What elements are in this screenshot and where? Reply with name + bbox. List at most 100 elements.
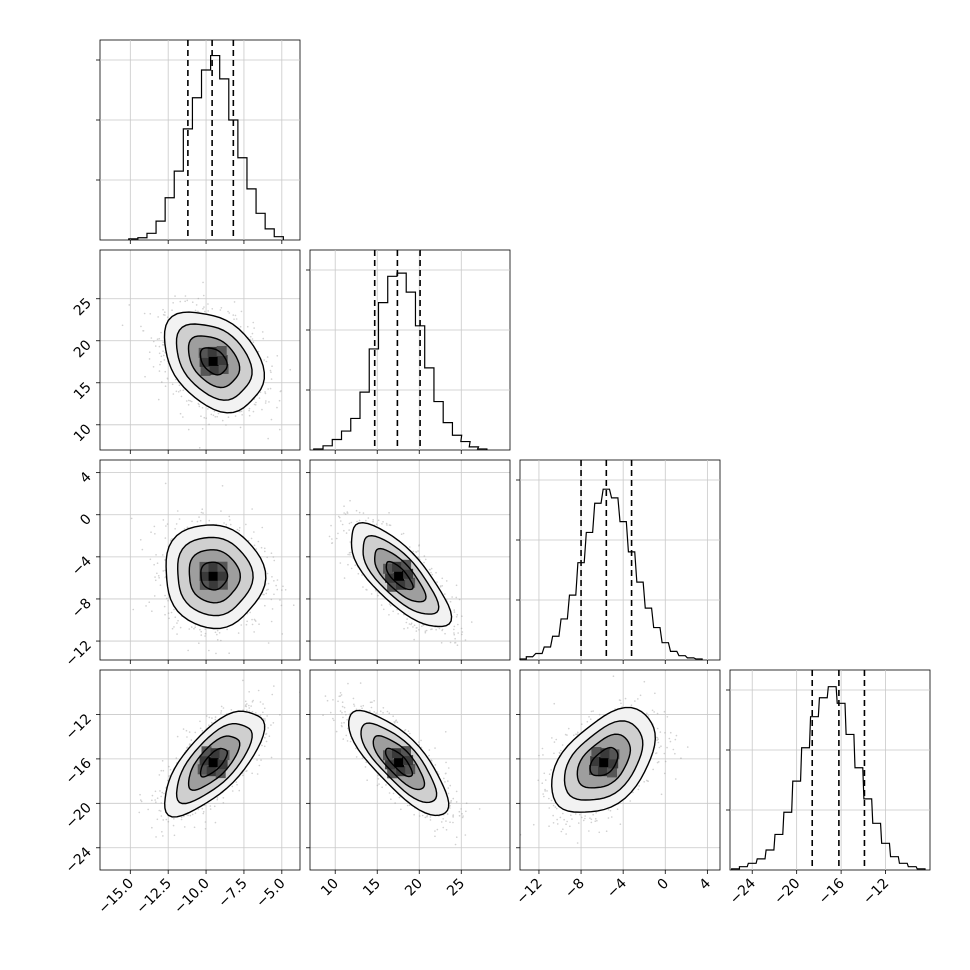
density-cell [208, 579, 219, 590]
density-cell [209, 364, 220, 375]
density-cell [199, 356, 210, 367]
density-cell [218, 364, 229, 374]
contour-line [187, 335, 241, 389]
density-cell [199, 561, 210, 572]
density-cell [394, 757, 405, 768]
contour-line [372, 734, 426, 791]
density-cell [609, 749, 620, 760]
x-tick-label: −24 [727, 875, 759, 907]
scatter-panel-4-1 [99, 669, 301, 871]
panel-frame [519, 669, 721, 871]
y-tick-label: −12 [63, 638, 95, 670]
histogram-step [731, 686, 926, 870]
contour-line [175, 323, 253, 401]
panel-frame [99, 39, 301, 241]
density-layer [138, 679, 300, 838]
contour-line [385, 560, 414, 591]
density-layer [130, 482, 295, 655]
density-cell [197, 764, 208, 775]
contour-line [576, 733, 632, 789]
x-tick-label: −7.5 [215, 876, 250, 911]
contour-line [384, 747, 414, 778]
x-tick-label: −5.0 [253, 876, 288, 911]
x-tick-label: −4 [604, 875, 630, 901]
histogram-step [519, 488, 703, 660]
contour-line [163, 710, 266, 818]
density-cell [216, 346, 227, 356]
panel-frame [519, 459, 721, 661]
panel-frame [99, 459, 301, 661]
x-tick-label: 10 [318, 876, 342, 900]
contour-line [187, 735, 241, 791]
density-cell [208, 757, 219, 768]
x-tick-label: −15.0 [95, 876, 137, 918]
density-cell [394, 570, 405, 581]
scatter-panel-4-2 [309, 669, 511, 871]
panel-frame [729, 669, 931, 871]
panel-frame [309, 459, 511, 661]
contour-line [589, 746, 619, 777]
density-cell [201, 746, 212, 757]
y-tick-label: 15 [71, 379, 95, 403]
density-cell [598, 766, 608, 777]
density-cell [403, 568, 414, 579]
contour-line [563, 720, 644, 801]
density-cell [607, 767, 617, 778]
density-cell [599, 757, 610, 768]
density-layer [121, 281, 292, 449]
contour-line [362, 534, 440, 615]
hist-panel-4 [726, 669, 931, 871]
density-cell [383, 750, 393, 761]
contour-line [200, 561, 229, 591]
x-tick-label: −20 [771, 876, 803, 908]
density-cell [383, 563, 394, 574]
density-cell [385, 572, 396, 583]
contour-line [199, 747, 228, 778]
hist-panel-3 [516, 459, 721, 661]
x-tick-label: −16 [816, 875, 848, 907]
density-cell [591, 747, 602, 757]
y-tick-label: 25 [71, 295, 95, 319]
density-cell [199, 570, 210, 581]
x-tick-label: −10.0 [171, 876, 213, 918]
panel-frame [309, 249, 511, 451]
contour-line [350, 521, 453, 628]
scatter-panel-4-3 [519, 669, 721, 871]
contour-line [165, 524, 267, 630]
y-tick-label: −24 [63, 844, 95, 876]
density-cell [387, 768, 398, 779]
x-tick-label: 25 [444, 876, 468, 900]
hist-panel-1 [96, 39, 301, 241]
density-cell [608, 758, 619, 769]
y-tick-label: −12 [63, 711, 95, 743]
histogram-step [128, 54, 284, 240]
contour-line [188, 549, 242, 604]
contour-line [360, 722, 438, 804]
density-cell [217, 570, 228, 581]
density-cell [396, 766, 407, 777]
density-cell [207, 346, 218, 357]
panel-frame [309, 669, 511, 871]
scatter-panel-2-1 [99, 249, 301, 451]
density-cell [208, 570, 219, 581]
density-cell [405, 764, 416, 775]
density-cell [589, 765, 599, 775]
histogram-step [313, 272, 488, 450]
contour-line [373, 547, 427, 603]
x-tick-label: −12 [514, 876, 546, 908]
y-tick-label: −20 [63, 800, 95, 832]
panel-frame [99, 669, 301, 871]
y-tick-label: 20 [71, 337, 95, 361]
density-cell [385, 759, 396, 770]
x-tick-label: 20 [402, 876, 426, 900]
density-cell [405, 577, 416, 588]
density-layer [322, 682, 481, 846]
panel-frame [99, 249, 301, 451]
scatter-panel-3-1 [99, 459, 301, 661]
density-cell [206, 766, 217, 777]
density-cell [219, 750, 230, 761]
y-tick-label: −8 [69, 595, 95, 621]
hist-panel-2 [306, 249, 511, 451]
density-cell [396, 579, 407, 590]
y-tick-label: 4 [77, 469, 95, 487]
